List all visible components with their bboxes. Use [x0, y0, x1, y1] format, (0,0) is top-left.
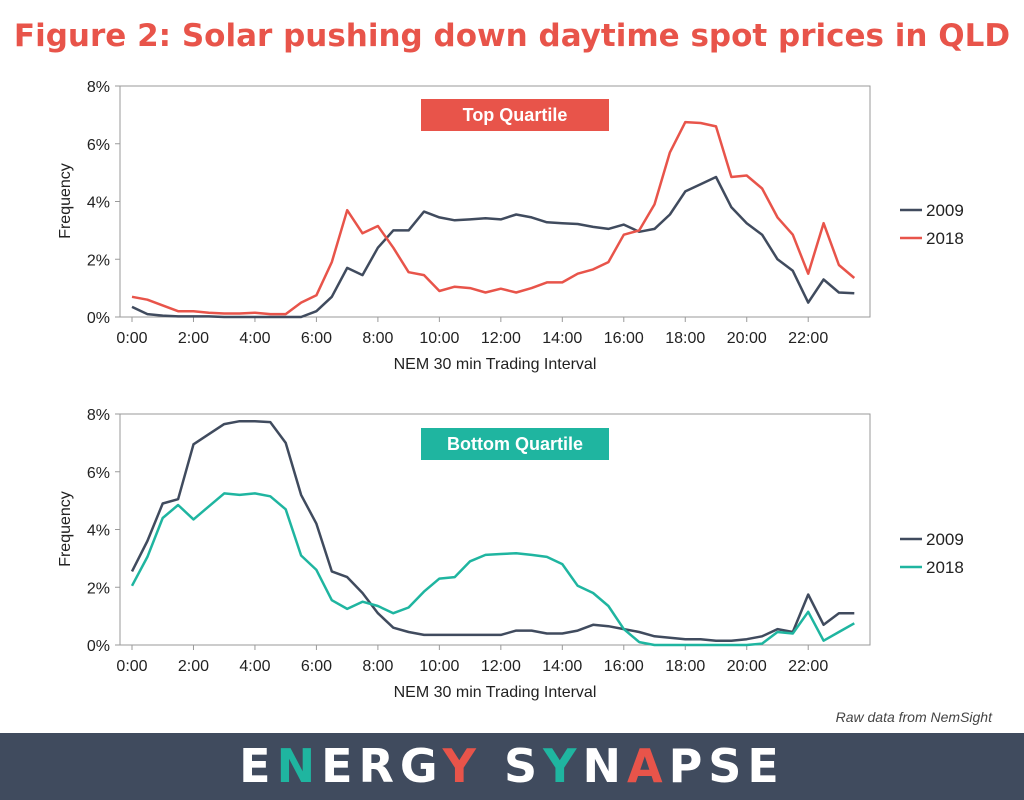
top-chart: 0% 2% 4% 6% 8% 0:00 2:00 4:00 6:00 8:00 10:00 12:00… — [57, 79, 964, 373]
top-chart-x-tick-label: 2:00 — [178, 330, 209, 347]
brand-logo: ENERGY SYNAPSE — [239, 739, 785, 793]
top-chart-x-tick-label: 8:00 — [362, 330, 393, 347]
top-chart-title-box — [421, 99, 609, 131]
top-chart-x-tick-label: 20:00 — [727, 330, 767, 347]
top-chart-y-tick-label: 8% — [87, 79, 110, 96]
bottom-chart-y-tick-label: 4% — [87, 523, 110, 540]
bottom-chart: 0% 2% 4% 6% 8% 0:00 2:00 4:00 6:00 8:00 10:00 12:00… — [57, 407, 964, 701]
figure-title: Figure 2: Solar pushing down daytime spo… — [13, 18, 1011, 54]
top-chart-x-tick-label: 22:00 — [788, 330, 828, 347]
bottom-chart-y-tick-label: 2% — [87, 580, 110, 597]
top-chart-x-axis-label: NEM 30 min Trading Interval — [394, 356, 597, 373]
bottom-chart-x-tick-label: 12:00 — [481, 658, 521, 675]
bottom-chart-series-2018-line — [130, 492, 855, 647]
top-chart-x-tick-label: 12:00 — [481, 330, 521, 347]
top-chart-series-2009-line — [131, 175, 855, 319]
top-chart-x-tick-label: 18:00 — [665, 330, 705, 347]
bottom-chart-title: Bottom Quartile — [447, 434, 583, 454]
bottom-chart-series-2009-line — [130, 419, 855, 642]
top-chart-series-2018-line — [131, 120, 856, 316]
top-chart-y-axis-label: Frequency — [57, 163, 74, 239]
bottom-chart-x-axis-label: NEM 30 min Trading Interval — [394, 684, 597, 701]
bottom-chart-legend-label-2018: 2018 — [926, 558, 964, 577]
top-chart-x-tick-label: 14:00 — [542, 330, 582, 347]
top-chart-y-tick-label: 0% — [87, 310, 110, 327]
top-chart-x-tick-label: 6:00 — [301, 330, 332, 347]
bottom-chart-y-tick-label: 8% — [87, 407, 110, 424]
bottom-chart-x-tick-label: 14:00 — [542, 658, 582, 675]
bottom-chart-x-tick-label: 18:00 — [665, 658, 705, 675]
bottom-chart-legend-label-2009: 2009 — [926, 530, 964, 549]
bottom-chart-title-box — [421, 428, 609, 460]
charts-canvas: 0% 2% 4% 6% 8% 0:00 2:00 4:00 6:00 8:00 10:00 12:00… — [57, 79, 964, 701]
top-chart-title: Top Quartile — [463, 105, 568, 125]
top-chart-x-tick-label: 4:00 — [239, 330, 270, 347]
top-chart-y-tick-label: 6% — [87, 137, 110, 154]
top-chart-x-tick-label: 16:00 — [604, 330, 644, 347]
top-chart-x-tick-label: 0:00 — [116, 330, 147, 347]
bottom-chart-x-tick-label: 2:00 — [178, 658, 209, 675]
bottom-chart-y-tick-label: 6% — [87, 465, 110, 482]
bottom-chart-y-axis-label: Frequency — [57, 491, 74, 567]
bottom-chart-x-tick-label: 10:00 — [419, 658, 459, 675]
top-chart-legend-label-2018: 2018 — [926, 229, 964, 248]
footer-bar: ENERGY SYNAPSE — [0, 733, 1024, 800]
bottom-chart-x-tick-label: 22:00 — [788, 658, 828, 675]
top-chart-x-tick-label: 10:00 — [419, 330, 459, 347]
bottom-chart-x-tick-label: 6:00 — [301, 658, 332, 675]
top-chart-y-tick-label: 4% — [87, 195, 110, 212]
bottom-chart-x-tick-label: 8:00 — [362, 658, 393, 675]
bottom-chart-x-tick-label: 4:00 — [239, 658, 270, 675]
source-note: Raw data from NemSight — [835, 709, 992, 725]
bottom-chart-x-tick-label: 16:00 — [604, 658, 644, 675]
top-chart-legend-label-2009: 2009 — [926, 201, 964, 220]
bottom-chart-x-tick-label: 0:00 — [116, 658, 147, 675]
bottom-chart-x-tick-label: 20:00 — [727, 658, 767, 675]
top-chart-y-tick-label: 2% — [87, 252, 110, 269]
bottom-chart-y-tick-label: 0% — [87, 638, 110, 655]
